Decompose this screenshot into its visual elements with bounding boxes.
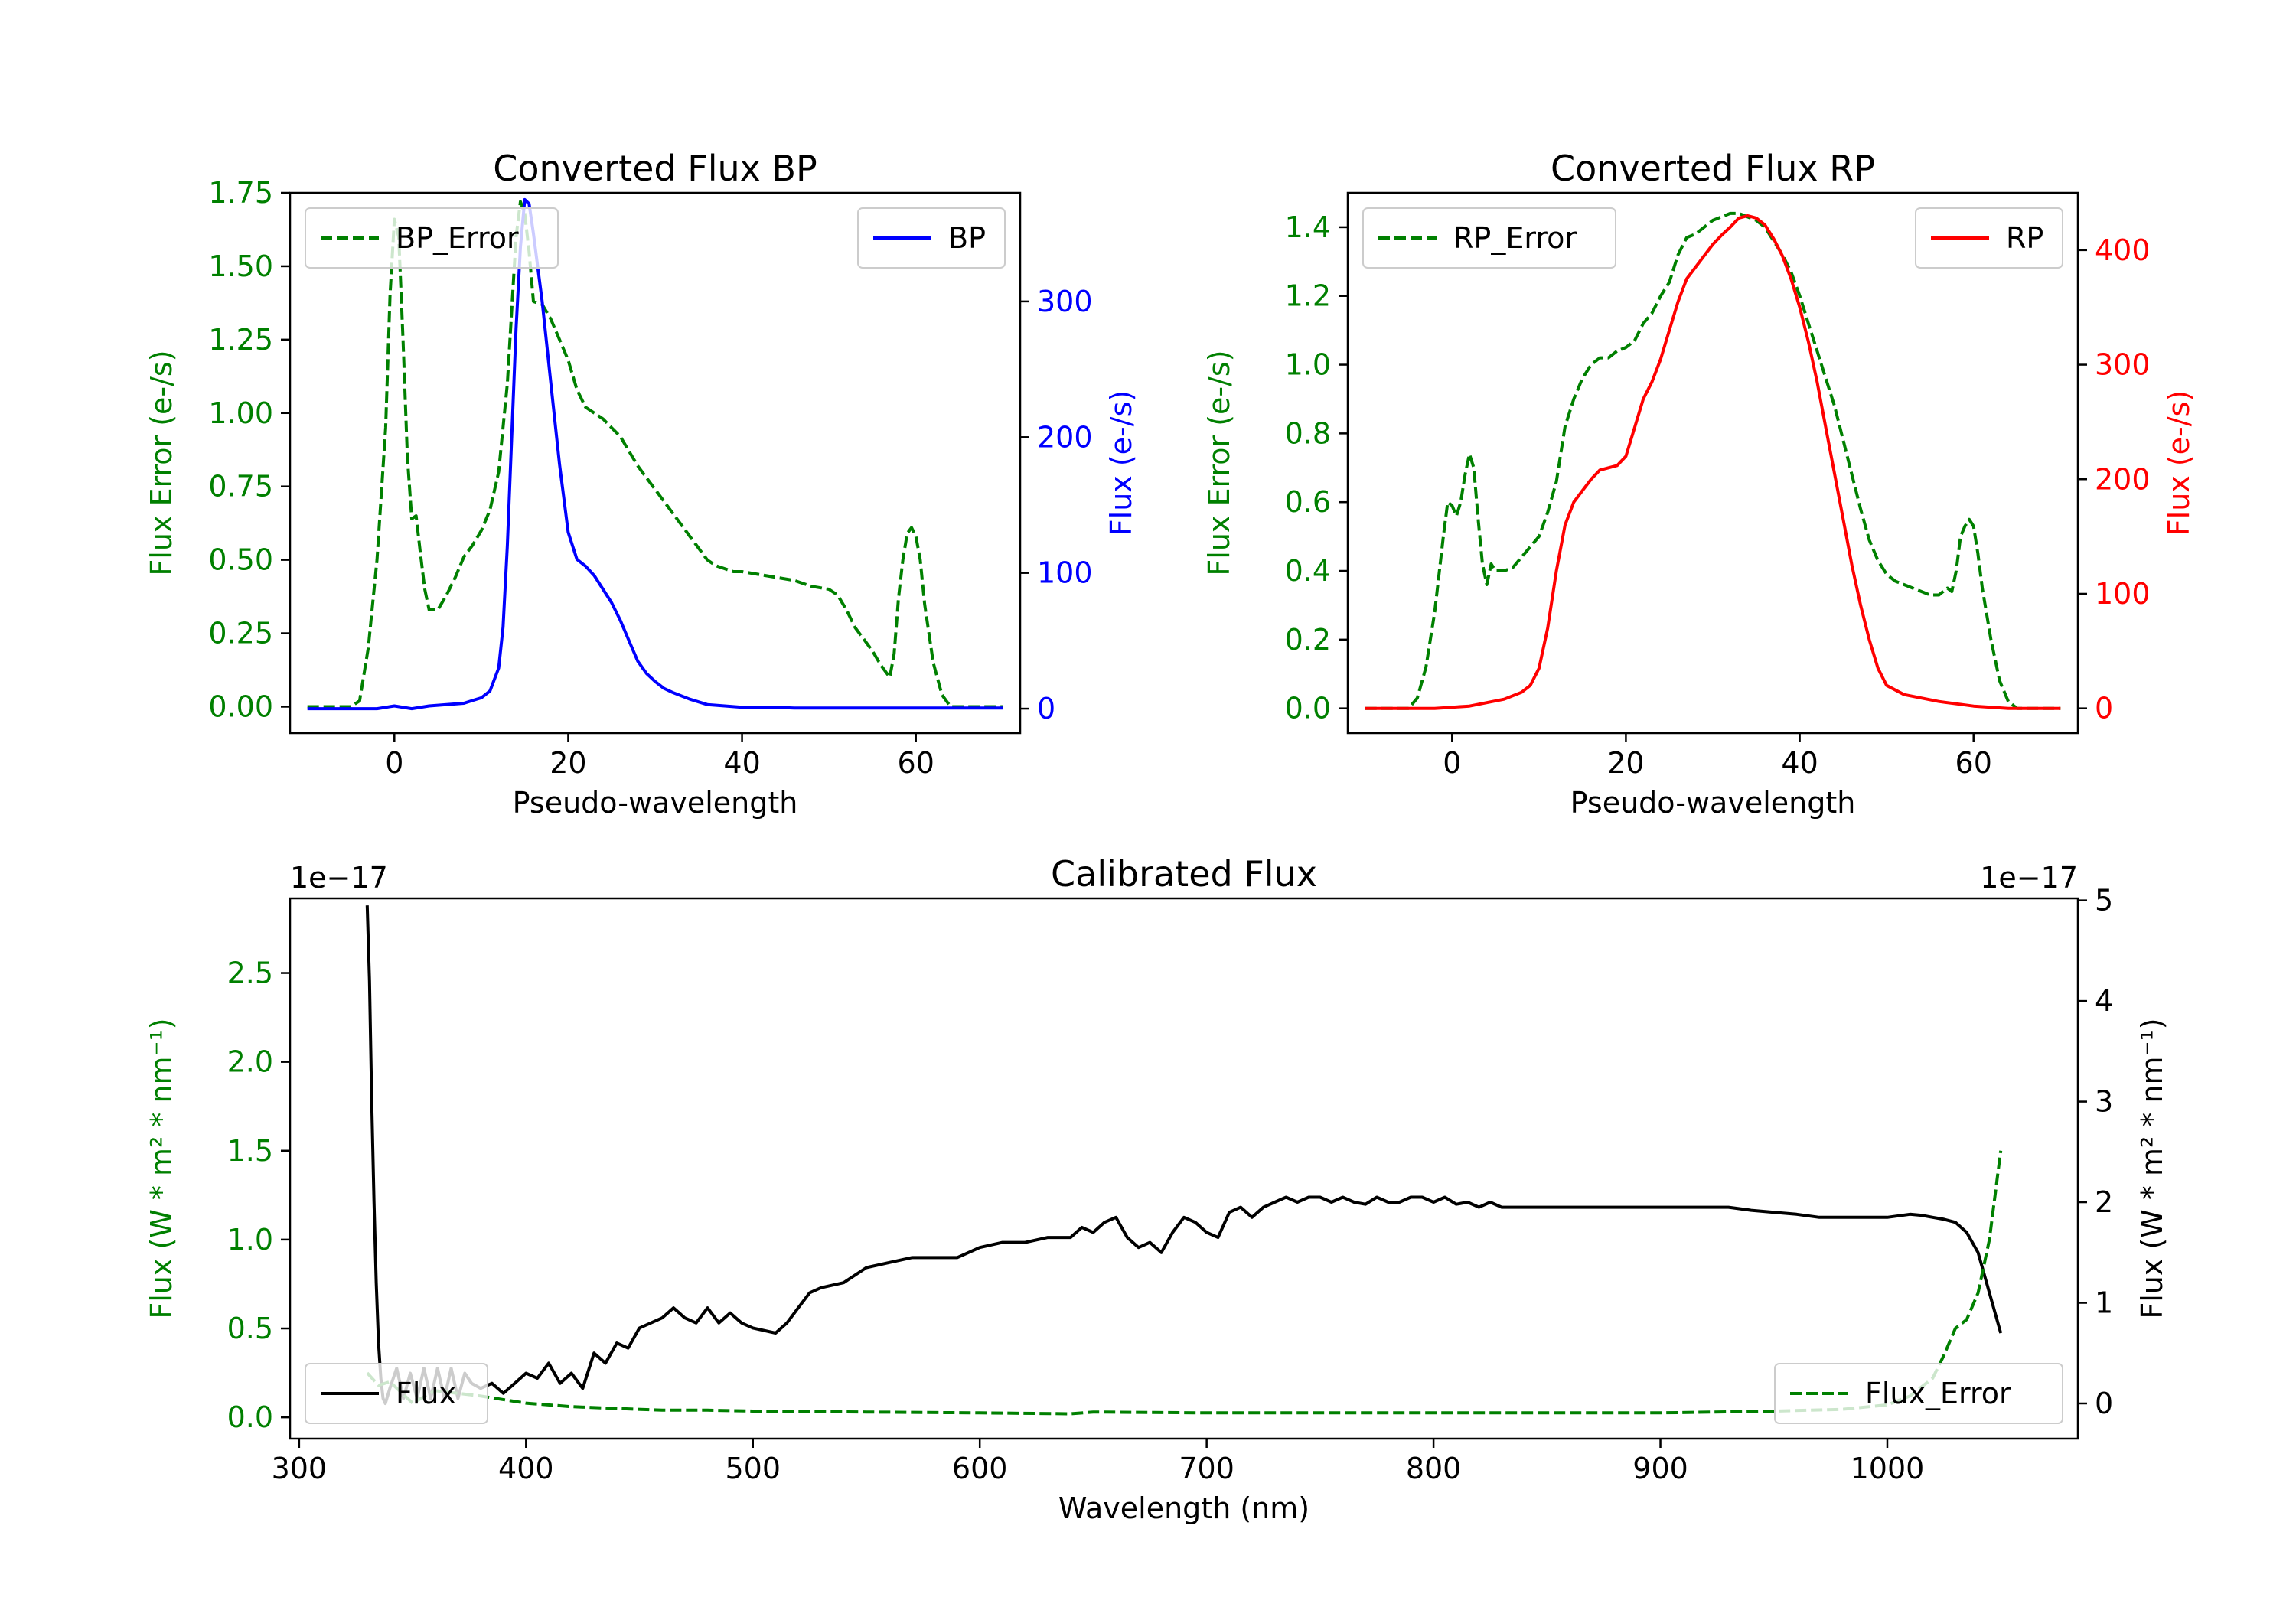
rp-legend-rp-error: RP_Error (1362, 207, 1616, 269)
cal-legend-flux-error: Flux_Error (1774, 1363, 2063, 1424)
bp-right-tick-label: 300 (1037, 285, 1093, 318)
rp-series-rp (1365, 214, 2061, 710)
bp-left-tick-label: 1.75 (208, 176, 273, 210)
rp-right-tick-label: 100 (2095, 577, 2151, 611)
rp-right-tick-label: 200 (2095, 462, 2151, 496)
rp-chart: Converted Flux RP 0 20 40 60 Pseudo-wavelengt… (1202, 148, 2196, 820)
cal-right-tick-label: 0 (2095, 1387, 2113, 1420)
bp-legend-bp: BP (857, 207, 1006, 269)
cal-left-tick-label: 1.0 (227, 1223, 273, 1257)
bp-left-tick-label: 1.00 (208, 396, 273, 430)
bp-series-bp-error (307, 200, 1003, 709)
bp-x-tick-label: 0 (385, 746, 403, 780)
rp-x-tick-label: 60 (1955, 746, 1992, 780)
bp-left-tick-label: 0.00 (208, 689, 273, 723)
cal-left-tick-label: 1.5 (227, 1134, 273, 1168)
cal-x-tick-label: 700 (1179, 1452, 1234, 1485)
bp-legend-box (305, 207, 559, 269)
cal-legend-box (305, 1363, 488, 1424)
rp-left-tick-label: 0.4 (1285, 554, 1331, 588)
cal-legend-label: Flux_Error (1865, 1377, 2011, 1410)
cal-right-tick-label: 4 (2095, 984, 2113, 1018)
bp-chart: Converted Flux BP 0 20 40 60 Pseudo-wavelengt… (145, 148, 1138, 820)
bp-series-bp (307, 197, 1003, 711)
rp-x-tick-label: 0 (1443, 746, 1461, 780)
bp-x-tick-label: 40 (723, 746, 760, 780)
rp-left-tick-label: 1.2 (1285, 279, 1331, 313)
cal-right-offset-text: 1e−17 (1980, 861, 2078, 895)
cal-x-tick-label: 600 (952, 1452, 1008, 1485)
bp-x-tick-label: 20 (550, 746, 586, 780)
cal-right-tick-label: 5 (2095, 884, 2113, 918)
cal-x-tick-label: 1000 (1851, 1452, 1925, 1485)
bp-right-tick-label: 0 (1037, 692, 1055, 725)
cal-legend-box (1774, 1363, 2063, 1424)
rp-left-tick-label: 0.8 (1285, 416, 1331, 450)
cal-x-tick-label: 300 (272, 1452, 328, 1485)
rp-left-tick-label: 1.4 (1285, 210, 1331, 244)
rp-x-tick-label: 40 (1781, 746, 1818, 780)
rp-legend-rp: RP (1915, 207, 2063, 269)
cal-legend-label: Flux (396, 1377, 456, 1410)
cal-left-offset-text: 1e−17 (290, 861, 388, 895)
cal-left-tick-label: 0.0 (227, 1400, 273, 1434)
bp-left-axis-label: Flux Error (e-/s) (145, 350, 178, 575)
calibrated-chart: Calibrated Flux 300 400 500 600 700 800 900 1000… (145, 853, 2169, 1525)
rp-right-axis-label: Flux (e-/s) (2162, 390, 2196, 536)
rp-title: Converted Flux RP (1551, 148, 1875, 189)
rp-right-tick-label: 300 (2095, 348, 2151, 382)
bp-left-tick-label: 0.50 (208, 543, 273, 577)
bp-legend-label: BP (948, 221, 986, 255)
rp-left-tick-label: 0.0 (1285, 692, 1331, 725)
bp-right-tick-label: 100 (1037, 556, 1093, 590)
rp-x-tick-label: 20 (1607, 746, 1644, 780)
rp-left-tick-label: 0.2 (1285, 623, 1331, 657)
bp-left-tick-label: 0.75 (208, 470, 273, 504)
cal-left-tick-label: 2.5 (227, 957, 273, 990)
bp-legend-bp-error: BP_Error (305, 207, 559, 269)
cal-x-tick-label: 800 (1406, 1452, 1462, 1485)
bp-right-axis-label: Flux (e-/s) (1104, 390, 1138, 536)
bp-x-axis-label: Pseudo-wavelength (513, 786, 798, 820)
cal-right-tick-label: 3 (2095, 1085, 2113, 1119)
rp-legend-box (1362, 207, 1616, 269)
rp-x-axis-label: Pseudo-wavelength (1570, 786, 1856, 820)
cal-left-axis-label: Flux (W * m² * nm⁻¹) (145, 1018, 178, 1319)
rp-series-rp-error (1365, 211, 2061, 710)
bp-left-tick-label: 1.25 (208, 323, 273, 357)
rp-right-tick-label: 400 (2095, 233, 2151, 267)
cal-title: Calibrated Flux (1051, 853, 1317, 895)
cal-x-axis-label: Wavelength (nm) (1058, 1491, 1309, 1525)
rp-left-tick-label: 1.0 (1285, 348, 1331, 382)
rp-legend-label: RP (2006, 221, 2043, 255)
cal-legend-flux: Flux (305, 1363, 488, 1424)
rp-left-axis-label: Flux Error (e-/s) (1202, 350, 1236, 575)
bp-left-tick-label: 1.50 (208, 249, 273, 283)
cal-x-tick-label: 400 (498, 1452, 554, 1485)
bp-title: Converted Flux BP (493, 148, 817, 189)
bp-right-tick-label: 200 (1037, 420, 1093, 454)
bp-axes-frame (289, 191, 1022, 735)
bp-x-tick-label: 60 (898, 746, 934, 780)
cal-axes-frame (289, 897, 2079, 1440)
rp-axes-frame (1346, 191, 2079, 735)
bp-legend-label: BP_Error (396, 221, 519, 255)
cal-x-tick-label: 500 (725, 1452, 781, 1485)
rp-legend-label: RP_Error (1453, 221, 1577, 255)
cal-right-axis-label: Flux (W * m² * nm⁻¹) (2135, 1018, 2169, 1319)
cal-left-tick-label: 2.0 (227, 1045, 273, 1079)
cal-right-tick-label: 1 (2095, 1286, 2113, 1320)
rp-left-tick-label: 0.6 (1285, 485, 1331, 519)
rp-right-tick-label: 0 (2095, 692, 2113, 725)
bp-left-tick-label: 0.25 (208, 617, 273, 650)
cal-left-tick-label: 0.5 (227, 1312, 273, 1345)
cal-right-tick-label: 2 (2095, 1185, 2113, 1219)
cal-x-tick-label: 900 (1632, 1452, 1688, 1485)
